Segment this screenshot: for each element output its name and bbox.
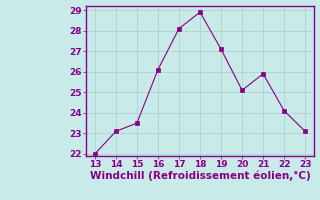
- X-axis label: Windchill (Refroidissement éolien,°C): Windchill (Refroidissement éolien,°C): [90, 171, 310, 181]
